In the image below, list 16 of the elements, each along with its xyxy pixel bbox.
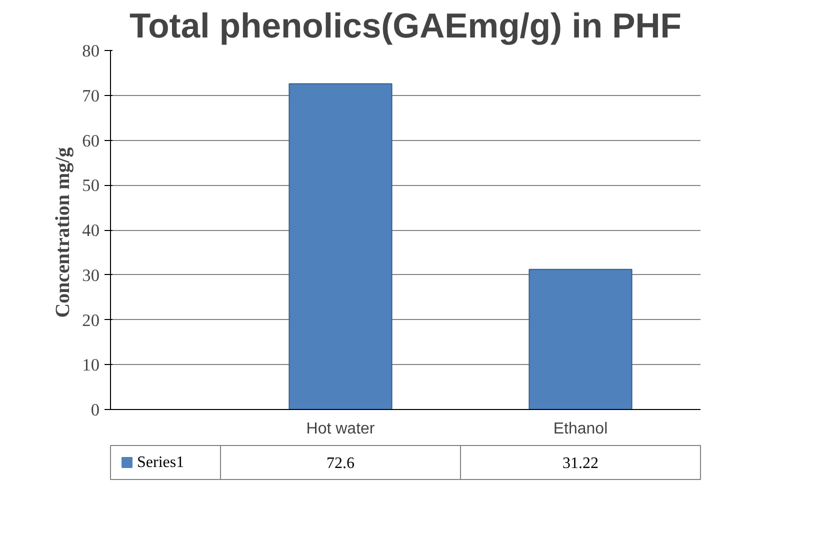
y-tick-label: 80: [82, 42, 100, 60]
y-axis-title: Concentration mg/g: [52, 147, 74, 318]
y-tick-label: 60: [82, 131, 100, 150]
x-tick-label: Hot water: [306, 420, 376, 438]
y-tick-label: 20: [82, 310, 100, 330]
y-tick-label: 10: [82, 356, 100, 375]
chart-title: Total phenolics(GAEmg/g) in PHF: [130, 8, 682, 46]
y-tick-label: 30: [82, 266, 100, 285]
data-label: 31.22: [562, 455, 598, 472]
x-tick-label: Ethanol: [553, 420, 608, 438]
legend-label: Series1: [137, 454, 184, 471]
y-tick-label: 40: [82, 221, 100, 240]
y-tick-label: 70: [82, 86, 100, 106]
y-tick-label: 0: [90, 400, 100, 420]
data-label: 72.6: [326, 455, 354, 472]
y-tick-label: 50: [82, 176, 100, 196]
